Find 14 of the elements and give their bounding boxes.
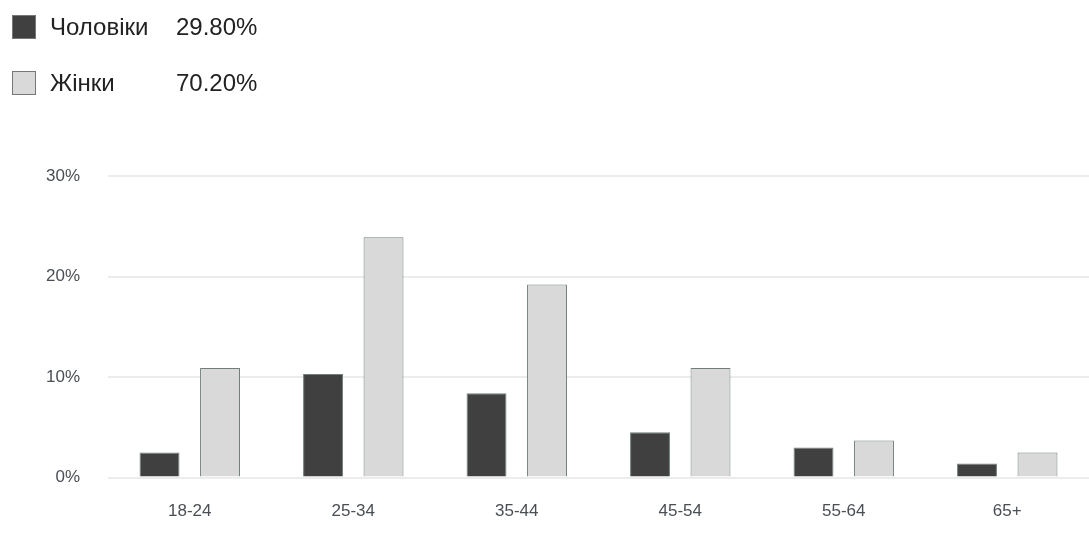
x-tick-label: 65+: [992, 501, 1022, 521]
x-tick-label: 55-64: [822, 501, 866, 521]
y-tick-label: 0%: [55, 467, 81, 487]
text: 70.20%: [176, 69, 258, 97]
y-tick-label: 10%: [45, 366, 81, 386]
legend-label: Жінки: [50, 69, 116, 97]
y-tick-label: 30%: [45, 165, 81, 185]
x-tick-label: 45-54: [658, 501, 702, 521]
x-tick-label: 35-44: [495, 501, 539, 521]
legend-label: Чоловіки: [50, 13, 150, 41]
text: 29.80%: [176, 13, 258, 41]
x-tick-label: 25-34: [331, 501, 376, 521]
y-tick-label: 20%: [45, 266, 81, 286]
x-tick-label: 18-24: [168, 501, 212, 521]
